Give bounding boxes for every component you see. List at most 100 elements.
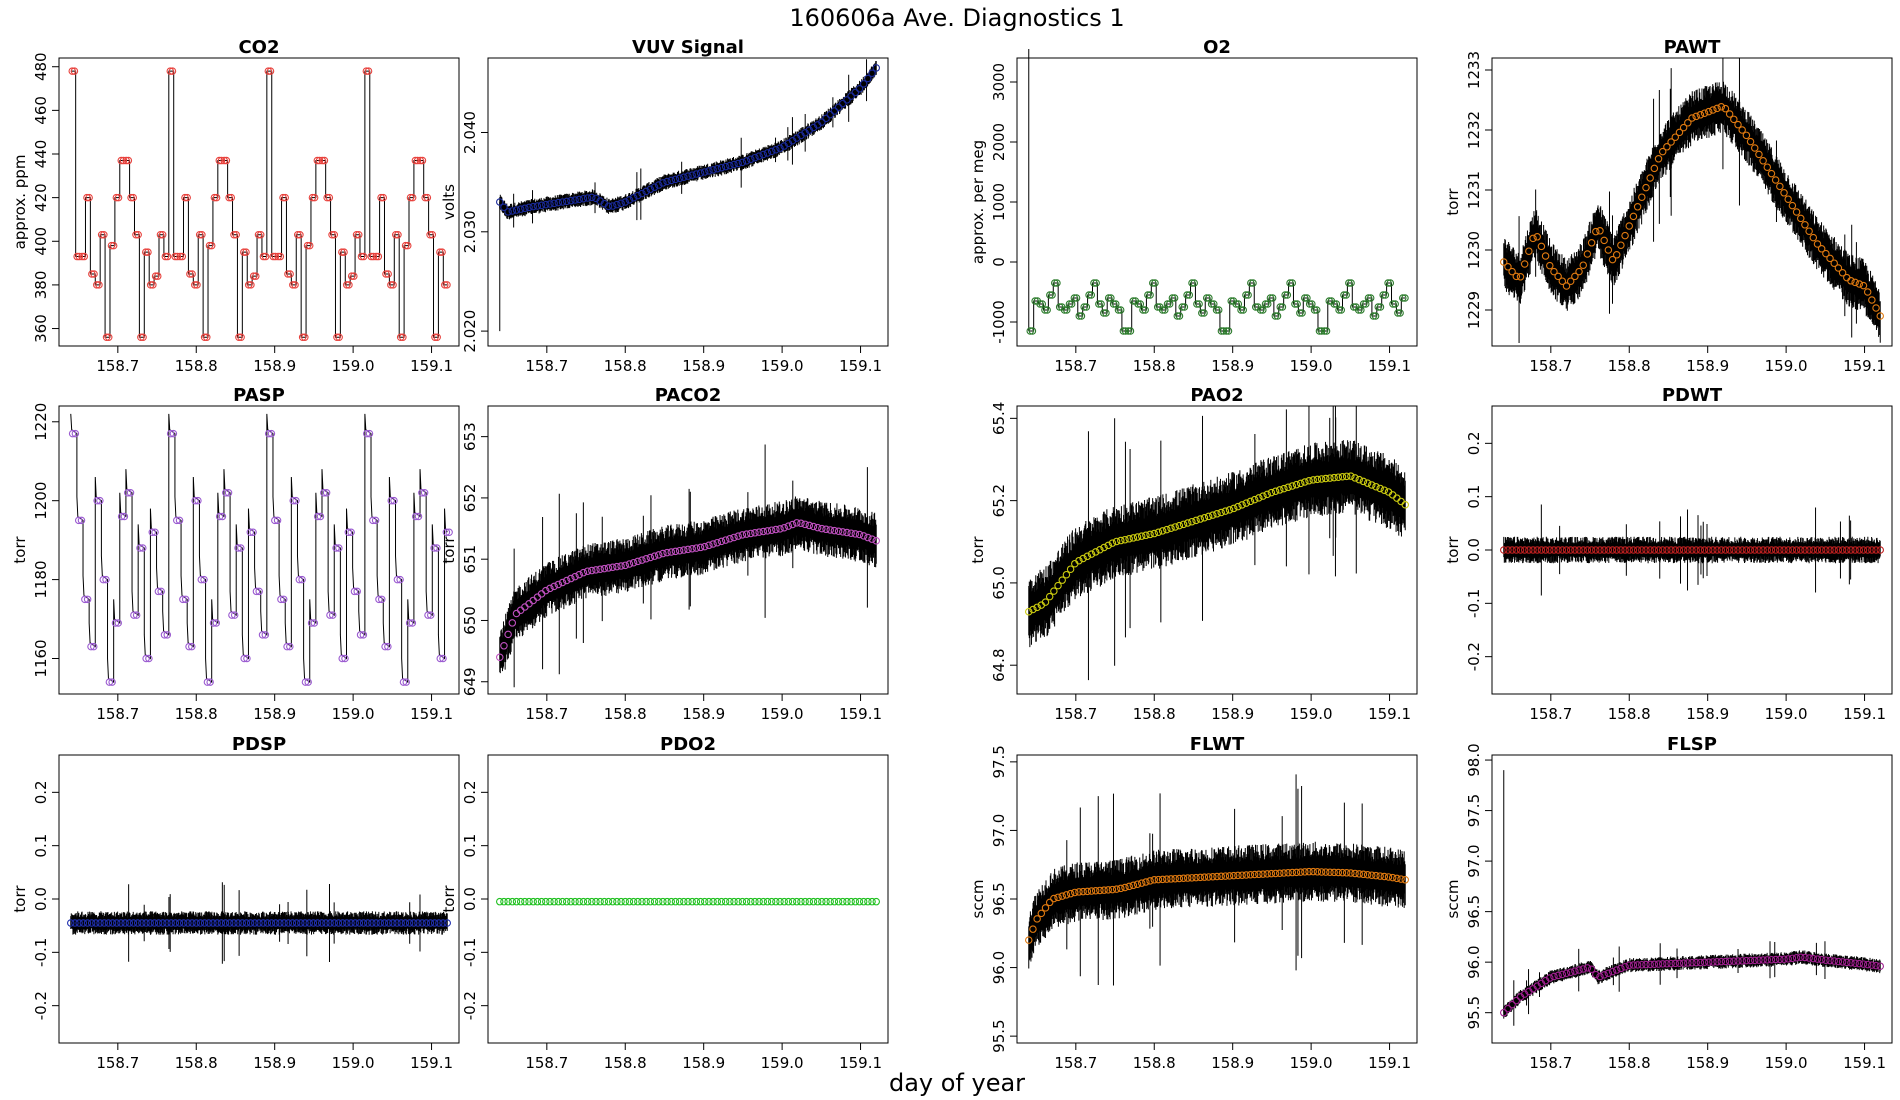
average-marker: [859, 532, 868, 540]
average-marker: [1100, 886, 1108, 894]
average-marker: [1234, 502, 1242, 511]
average-marker: [1192, 873, 1200, 882]
average-marker: [200, 575, 208, 584]
plot-frame: [1491, 754, 1893, 1044]
average-marker: [834, 897, 843, 906]
average-marker: [571, 196, 579, 204]
average-marker: [1242, 871, 1251, 879]
average-marker: [83, 595, 92, 604]
average-marker: [375, 595, 383, 604]
average-marker: [277, 595, 285, 604]
average-marker: [575, 897, 583, 906]
average-marker: [621, 897, 629, 906]
average-marker: [1734, 546, 1742, 554]
y-axis-label: sccm: [969, 880, 987, 919]
average-marker: [105, 678, 114, 686]
average-marker: [1696, 546, 1705, 554]
average-marker: [1612, 546, 1621, 554]
average-marker: [206, 678, 214, 686]
average-marker: [416, 156, 425, 165]
average-marker: [1679, 546, 1688, 554]
average-marker: [338, 248, 346, 256]
average-marker: [113, 919, 121, 927]
average-marker: [855, 84, 864, 93]
average-marker: [330, 230, 338, 239]
average-marker: [864, 897, 872, 906]
y-tick-label: 440: [32, 140, 50, 169]
average-marker: [688, 171, 696, 179]
average-marker: [1826, 254, 1834, 263]
average-marker: [1604, 246, 1613, 254]
average-marker: [394, 230, 402, 239]
average-marker: [144, 248, 152, 256]
average-marker: [1721, 104, 1730, 113]
average-marker: [1780, 546, 1788, 554]
average-marker: [284, 919, 293, 927]
average-marker: [1096, 545, 1104, 554]
average-marker: [148, 528, 157, 536]
average-marker: [567, 196, 575, 205]
average-marker: [1139, 306, 1147, 314]
average-marker: [542, 586, 550, 595]
average-marker: [604, 564, 613, 572]
y-tick-label: 0.1: [461, 834, 479, 858]
average-marker: [249, 272, 258, 280]
average-marker: [1500, 258, 1508, 266]
average-marker: [1357, 306, 1365, 314]
average-marker: [1838, 546, 1847, 554]
average-marker: [365, 429, 374, 438]
average-marker: [554, 897, 563, 906]
average-marker: [1516, 273, 1525, 281]
average-marker: [843, 96, 851, 104]
average-marker: [809, 522, 818, 531]
average-marker: [1267, 869, 1276, 878]
average-marker: [667, 897, 676, 906]
average-marker: [809, 897, 818, 906]
y-tick-label: 65.0: [990, 566, 1008, 599]
average-marker: [1725, 110, 1734, 118]
average-marker: [168, 67, 177, 75]
average-marker: [1286, 279, 1294, 287]
average-marker: [1161, 306, 1169, 314]
average-marker: [1401, 294, 1409, 302]
average-marker: [347, 919, 355, 927]
average-marker: [1193, 300, 1201, 308]
average-marker: [1121, 535, 1129, 544]
average-marker: [200, 333, 209, 342]
average-marker: [426, 230, 434, 239]
average-marker: [588, 897, 596, 906]
average-marker: [784, 897, 793, 906]
average-marker: [1179, 520, 1188, 529]
average-marker: [159, 919, 167, 927]
average-marker: [1212, 306, 1221, 314]
average-marker: [1767, 169, 1776, 178]
average-marker: [1087, 887, 1096, 895]
average-marker: [124, 156, 133, 165]
average-marker: [1278, 303, 1287, 311]
average-marker: [529, 897, 537, 906]
average-marker: [1026, 327, 1034, 335]
average-marker: [822, 525, 830, 534]
average-marker: [1384, 279, 1392, 287]
average-marker: [1730, 115, 1738, 124]
average-marker: [1784, 955, 1792, 963]
average-markers: [496, 519, 880, 661]
average-marker: [1380, 872, 1389, 881]
average-marker: [546, 897, 554, 906]
average-marker: [156, 230, 165, 239]
average-marker: [163, 252, 172, 261]
average-marker: [154, 919, 163, 927]
average-marker: [634, 897, 642, 906]
average-marker: [1566, 968, 1575, 976]
average-marker: [1175, 312, 1184, 320]
y-axis-label: torr: [1444, 188, 1462, 216]
average-marker: [96, 919, 104, 927]
average-marker: [1638, 193, 1646, 201]
raw-data-trace: [70, 70, 448, 338]
average-marker: [550, 582, 558, 591]
average-marker: [367, 252, 375, 261]
average-marker: [198, 230, 206, 239]
average-marker: [1838, 269, 1847, 277]
average-marker: [142, 248, 150, 256]
average-marker: [1355, 870, 1363, 878]
